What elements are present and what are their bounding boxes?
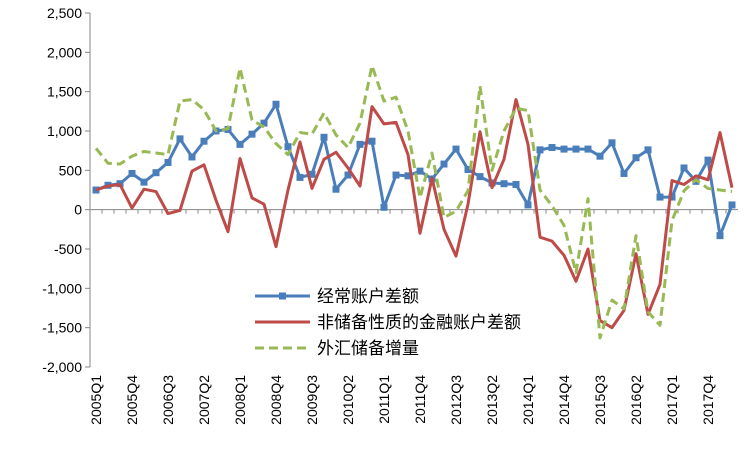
series-marker <box>128 169 136 177</box>
series-marker <box>596 152 604 160</box>
legend-label: 外汇储备增量 <box>317 339 419 358</box>
x-tick-label: 2017Q4 <box>700 375 716 425</box>
series-marker <box>632 154 640 162</box>
series-marker <box>524 201 532 209</box>
x-tick-label: 2005Q1 <box>88 375 104 425</box>
series-marker <box>464 166 472 174</box>
x-tick-label: 2011Q4 <box>412 375 428 424</box>
y-tick-label: 2,500 <box>47 5 82 21</box>
series-marker <box>188 153 196 161</box>
series-marker <box>404 172 412 180</box>
series-marker <box>440 160 448 168</box>
series-marker <box>176 135 184 143</box>
series-marker <box>728 201 736 209</box>
x-tick-label: 2013Q2 <box>484 375 500 425</box>
series-marker <box>656 193 664 201</box>
series-marker <box>236 140 244 148</box>
x-tick-label: 2015Q3 <box>592 375 608 425</box>
y-tick-label: -2,000 <box>42 359 82 375</box>
x-tick-label: 2007Q2 <box>196 375 212 425</box>
series-marker <box>476 173 484 181</box>
series-marker <box>668 193 676 201</box>
series-marker <box>200 137 208 145</box>
series-marker <box>644 146 652 154</box>
series-marker <box>548 144 556 152</box>
series-marker <box>416 167 424 175</box>
series-marker <box>140 178 148 186</box>
series-marker <box>512 180 520 188</box>
x-tick-label: 2010Q2 <box>340 375 356 425</box>
series-marker <box>308 170 316 178</box>
series-marker <box>392 171 400 179</box>
series-marker <box>152 169 160 177</box>
y-tick-label: 500 <box>59 162 83 178</box>
y-tick-label: 1,000 <box>47 123 82 139</box>
series-marker <box>452 145 460 153</box>
series-marker <box>260 119 268 127</box>
series-marker <box>716 232 724 240</box>
y-tick-label: -500 <box>54 241 82 257</box>
series-marker <box>620 169 628 177</box>
series-marker <box>272 100 280 108</box>
legend-marker <box>279 292 286 300</box>
series-marker <box>536 146 544 154</box>
series-marker <box>500 180 508 188</box>
series-line <box>95 98 734 330</box>
series-marker <box>572 145 580 153</box>
x-tick-label: 2014Q4 <box>556 375 572 425</box>
legend-label: 经常账户差额 <box>317 287 419 306</box>
series-marker <box>560 145 568 153</box>
y-tick-label: 2,000 <box>47 44 82 60</box>
series-marker <box>704 156 712 164</box>
series-marker <box>680 164 688 172</box>
series-marker <box>320 133 328 141</box>
x-tick-label: 2017Q1 <box>664 375 680 425</box>
series-marker <box>380 203 388 211</box>
series-marker <box>248 130 256 138</box>
legend-label: 非储备性质的金融账户差额 <box>317 313 521 332</box>
series-marker <box>164 158 172 166</box>
x-tick-label: 2005Q4 <box>124 375 140 425</box>
series-marker <box>332 185 340 193</box>
y-tick-label: -1,000 <box>42 280 82 296</box>
y-tick-label: 1,500 <box>47 84 82 100</box>
series-marker <box>356 140 364 148</box>
x-tick-label: 2008Q1 <box>232 375 248 425</box>
series-marker <box>608 139 616 147</box>
series-marker <box>284 143 292 151</box>
series-marker <box>296 173 304 181</box>
series-marker <box>584 145 592 153</box>
series-marker <box>344 171 352 179</box>
y-tick-label: -1,500 <box>42 320 82 336</box>
x-tick-label: 2006Q3 <box>160 375 176 425</box>
x-tick-label: 2016Q2 <box>628 375 644 425</box>
series-line <box>94 64 733 340</box>
x-tick-label: 2012Q3 <box>448 375 464 425</box>
x-tick-label: 2014Q1 <box>520 375 536 425</box>
series-marker <box>368 137 376 145</box>
x-tick-label: 2008Q4 <box>268 375 284 425</box>
x-tick-label: 2009Q3 <box>304 375 320 425</box>
y-tick-label: 0 <box>74 202 82 218</box>
x-tick-label: 2011Q1 <box>376 375 392 424</box>
